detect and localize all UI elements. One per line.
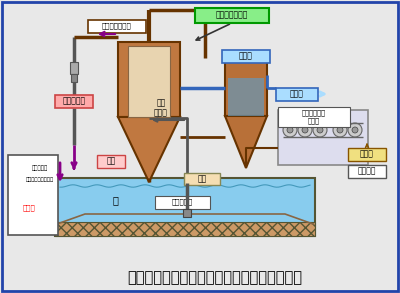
Bar (8, 155, 58, 235)
Text: 脱水土: 脱水土 (360, 149, 374, 159)
Bar (55, 178, 315, 236)
Circle shape (287, 127, 293, 133)
FancyBboxPatch shape (2, 2, 398, 291)
Text: サイクロン: サイクロン (62, 96, 86, 105)
Circle shape (333, 123, 347, 137)
Circle shape (317, 127, 323, 133)
Bar (118, 42, 180, 117)
Bar (97, 155, 125, 168)
Polygon shape (118, 117, 180, 182)
Circle shape (352, 127, 358, 133)
Circle shape (283, 123, 297, 137)
Text: 凝集
分離槽: 凝集 分離槽 (154, 98, 168, 118)
Polygon shape (225, 116, 267, 168)
Bar (228, 78, 264, 116)
Polygon shape (55, 222, 315, 236)
Bar (70, 62, 78, 74)
Bar (222, 50, 270, 63)
Text: 自動スクリーン: 自動スクリーン (102, 23, 132, 29)
Bar (128, 46, 170, 117)
Text: 台船: 台船 (197, 175, 207, 183)
Bar (155, 196, 210, 209)
Circle shape (298, 123, 312, 137)
Text: ベルトプレス
脱水機: ベルトプレス 脱水機 (302, 110, 326, 124)
Bar (278, 107, 350, 127)
Bar (225, 58, 267, 116)
Bar (71, 74, 77, 82)
Text: 生態系保全型底泥資源化工法システムフロー: 生態系保全型底泥資源化工法システムフロー (128, 270, 302, 285)
Text: 🐟: 🐟 (112, 195, 118, 205)
Text: 廃棄物: 廃棄物 (23, 205, 35, 211)
Text: 洗砂: 洗砂 (106, 156, 116, 166)
Text: 脱水ろ液: 脱水ろ液 (358, 166, 376, 176)
Text: 上澄水: 上澄水 (290, 89, 304, 98)
Circle shape (348, 123, 362, 137)
Circle shape (337, 127, 343, 133)
Bar (276, 88, 318, 101)
Bar (183, 209, 191, 217)
Circle shape (302, 127, 308, 133)
Text: 無燃中性凝集剤: 無燃中性凝集剤 (216, 11, 248, 20)
Text: 浚渫ポンプ: 浚渫ポンプ (171, 199, 193, 205)
Text: 類・枝葉等: 類・枝葉等 (32, 165, 48, 171)
Bar (184, 173, 220, 185)
Bar (88, 20, 146, 33)
Bar (348, 148, 386, 161)
Bar (55, 95, 93, 108)
Bar (278, 110, 368, 165)
Bar (195, 8, 269, 23)
Bar (348, 165, 386, 178)
Text: 濃縮槽: 濃縮槽 (239, 52, 253, 60)
Text: スクリン粕・ビニル: スクリン粕・ビニル (26, 178, 54, 183)
Circle shape (313, 123, 327, 137)
